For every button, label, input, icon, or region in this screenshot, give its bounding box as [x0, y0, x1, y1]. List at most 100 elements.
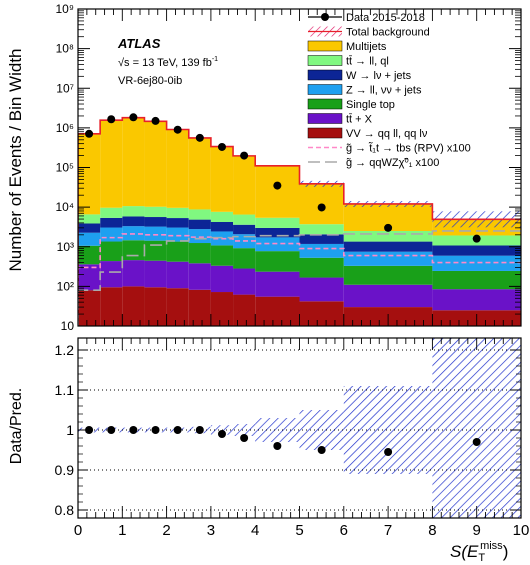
stack-bar-3-3	[144, 226, 167, 241]
stack-bar-1-3	[144, 260, 167, 288]
stack-bar-1-6	[210, 265, 234, 293]
stack-bar-5-10	[343, 230, 433, 242]
legend-swatch-6	[307, 127, 343, 139]
stack-bar-4-6	[210, 222, 234, 232]
ratio-point-4	[173, 426, 182, 434]
stack-bar-0-3	[144, 287, 167, 326]
stack-bar-3-1	[100, 227, 123, 242]
ratio-y-tick-label-3: 1.1	[55, 382, 75, 398]
legend-swatch-2	[307, 69, 343, 81]
stack-bar-0-6	[210, 292, 234, 326]
data-point-4	[173, 125, 182, 134]
region-label: VR-6ej80-0ib	[118, 75, 182, 87]
x-tick-label-1: 1	[118, 522, 126, 539]
energy-label-sup: -1	[212, 56, 218, 63]
x-tick-label-9: 9	[473, 522, 481, 539]
legend-swatch-4	[307, 98, 343, 110]
legend-label-data: Data 2015-2018	[346, 12, 425, 24]
stack-bar-2-2	[122, 240, 145, 261]
x-tick-label-5: 5	[295, 522, 303, 539]
x-tick-label-0: 0	[74, 522, 82, 539]
ratio-content	[78, 338, 521, 518]
y-axis-title: Number of Events / Bin Width	[6, 49, 25, 272]
legend-label-stack-5: tt̄ + X	[346, 113, 373, 125]
x-tick-label-8: 8	[428, 522, 436, 539]
stack-bar-5-5	[188, 209, 211, 220]
stack-bar-1-8	[255, 271, 300, 297]
stack-bar-6-2	[122, 117, 145, 207]
ratio-uncertainty-band-6	[210, 425, 234, 435]
stack-bar-0-1	[100, 287, 123, 326]
y-tick-label-9: 10⁹	[56, 2, 75, 16]
ratio-y-tick-label-4: 1.2	[55, 342, 75, 358]
legend-label-signal-1: g̃ → qqWZχ̃⁰₁ x100	[346, 157, 439, 169]
stack-bar-5-2	[122, 206, 145, 217]
stack-bar-4-11	[432, 245, 521, 256]
stack-bar-2-6	[210, 245, 234, 266]
ratio-plot-panel: 0.8 0.9 1 1.1 1.2 0 1 2 3 4 5 6 7 8 9 10	[55, 337, 530, 539]
stack-bar-1-10	[343, 284, 433, 308]
legend-label-stack-1: tt̄ → ll, ql	[346, 55, 389, 67]
legend-swatch-0	[307, 40, 343, 52]
stack-bar-4-3	[144, 217, 167, 227]
stack-bar-2-10	[343, 265, 433, 285]
stack-bar-4-8	[255, 227, 300, 238]
stack-bar-6-6	[210, 146, 234, 212]
stack-bar-2-11	[432, 270, 521, 290]
ratio-point-5	[195, 426, 204, 434]
stack-bar-0-7	[233, 294, 256, 326]
legend-label-signal-0: g̃ → t̃₁t → tbs (RPV) x100	[346, 142, 471, 155]
stack-bar-6-5	[188, 137, 211, 210]
ratio-uncertainty-band-7	[233, 424, 256, 436]
stack-bar-4-1	[100, 217, 123, 228]
stack-bar-1-1	[100, 261, 123, 288]
stack-bar-4-9	[299, 234, 344, 244]
x-axis-title-sup: miss	[480, 540, 503, 552]
legend-data-marker	[321, 13, 329, 21]
ratio-point-9	[317, 446, 326, 454]
data-point-7	[240, 151, 249, 160]
stack-bar-0-9	[299, 301, 344, 326]
stack-bar-5-7	[233, 214, 256, 225]
x-tick-label-6: 6	[340, 522, 348, 539]
stack-bar-4-4	[166, 218, 189, 228]
stack-bar-2-3	[144, 240, 167, 261]
stacked-histogram	[78, 116, 521, 326]
stack-bar-5-6	[210, 211, 234, 223]
ratio-y-axis-title: Data/Pred.	[8, 388, 25, 464]
stack-bar-5-9	[299, 224, 344, 235]
stack-bar-5-0	[78, 214, 101, 224]
y-tick-label-8: 10⁸	[56, 42, 74, 56]
legend-label-stack-4: Single top	[346, 99, 395, 111]
x-tick-label-10: 10	[513, 522, 530, 539]
data-point-10	[384, 223, 393, 232]
stack-bar-6-4	[166, 129, 189, 208]
ratio-y-tick-label-0: 0.8	[55, 502, 75, 518]
legend-swatch-3	[307, 84, 343, 95]
ratio-y-tick-label-2: 1	[66, 422, 74, 438]
x-axis-title-main: S(E	[450, 542, 479, 561]
stack-bar-0-5	[188, 289, 211, 326]
stack-bar-3-0	[78, 232, 101, 246]
legend-label-total-background: Total background	[346, 27, 430, 39]
stack-bar-2-4	[166, 241, 189, 262]
ratio-uncertainty-band-11	[432, 338, 521, 518]
stack-bar-6-1	[100, 120, 123, 208]
energy-label-text: √s = 13 TeV, 139 fb	[118, 57, 212, 69]
stack-bar-5-3	[144, 206, 167, 218]
stack-bar-2-9	[299, 257, 344, 278]
stack-bar-1-0	[78, 264, 101, 291]
ratio-point-10	[384, 448, 393, 456]
y-tick-label-5: 10⁵	[56, 161, 74, 175]
x-tick-label-3: 3	[207, 522, 215, 539]
stack-bar-6-8	[255, 165, 300, 218]
stack-bar-1-7	[233, 268, 256, 295]
stack-bar-1-2	[122, 260, 145, 287]
stack-bar-1-5	[188, 263, 211, 290]
stack-bar-2-1	[100, 241, 123, 262]
y-tick-label-3: 10³	[57, 240, 74, 254]
ratio-y-tick-label-1: 0.9	[55, 462, 75, 478]
atlas-label: ATLAS	[117, 36, 161, 51]
x-tick-label-2: 2	[162, 522, 170, 539]
y-tick-label-7: 10⁷	[56, 81, 74, 95]
